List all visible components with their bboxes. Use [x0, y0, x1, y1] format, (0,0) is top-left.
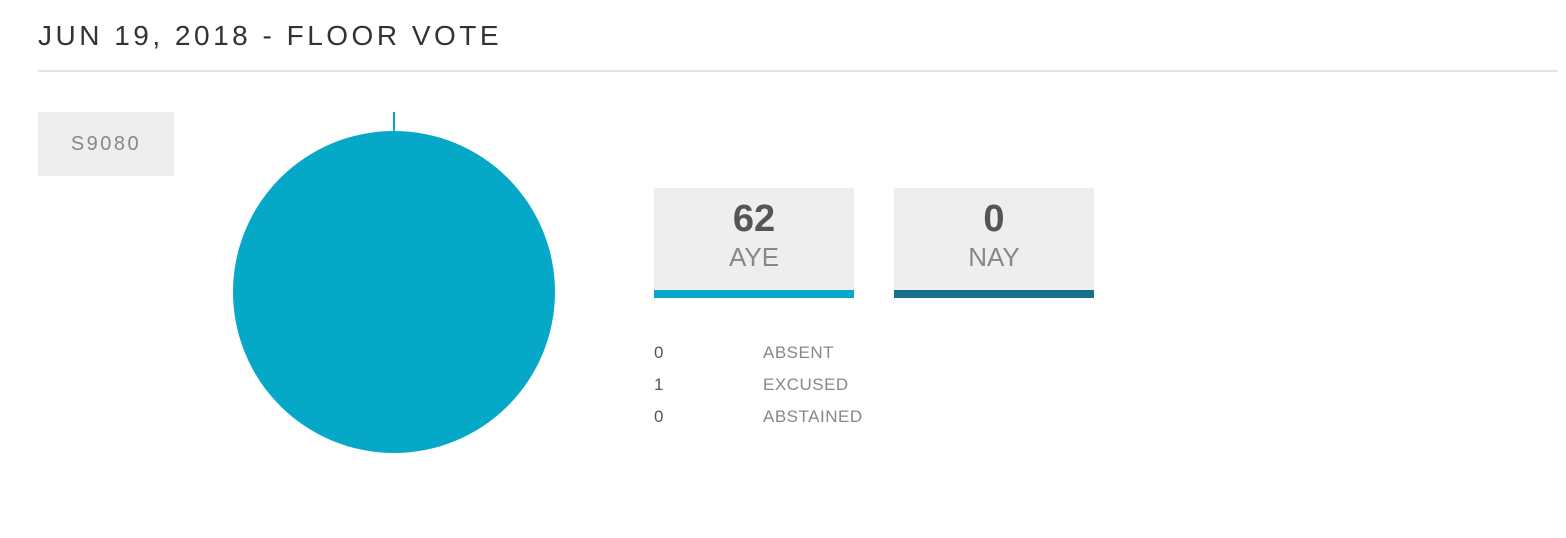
tally-box: 0 NAY: [894, 188, 1094, 298]
tally-count: 62: [732, 198, 776, 240]
tally-label: NAY: [968, 242, 1020, 272]
divider: [38, 70, 1558, 72]
count-value: 0: [654, 407, 664, 426]
tally-count: 0: [983, 198, 1005, 240]
pie-slice: [233, 131, 555, 453]
vote-title: JUN 19, 2018 - FLOOR VOTE: [38, 20, 503, 51]
pie-chart: [233, 112, 555, 453]
bill-tag[interactable]: S9080: [38, 112, 174, 176]
tally-label: AYE: [728, 242, 780, 272]
tally-bar: [654, 290, 854, 298]
count-value: 1: [654, 375, 664, 394]
count-label: ABSTAINED: [763, 407, 863, 426]
count-label: EXCUSED: [763, 375, 849, 394]
tally-bar: [894, 290, 1094, 298]
tally-box: 62 AYE: [654, 188, 854, 298]
count-label: ABSENT: [763, 343, 835, 362]
count-value: 0: [654, 343, 664, 362]
